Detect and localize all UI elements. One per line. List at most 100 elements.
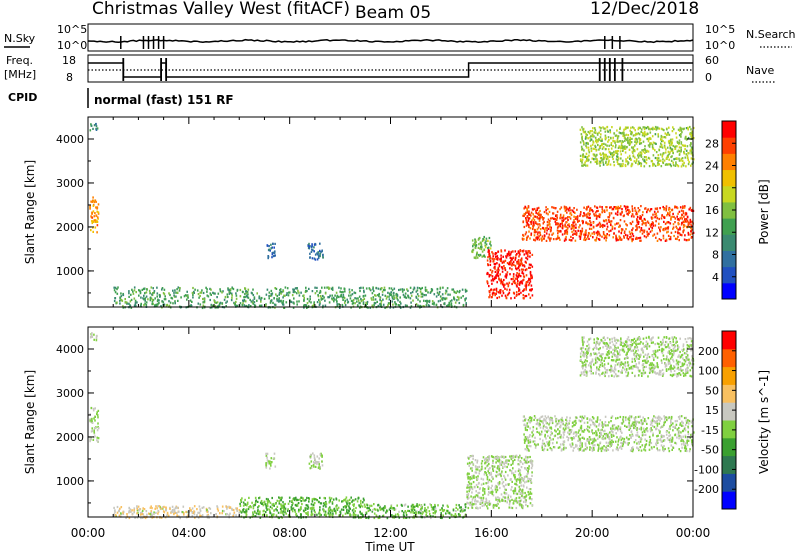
- power-cell: [678, 239, 680, 242]
- power-cell: [416, 293, 419, 296]
- velocity-cell: [466, 496, 468, 499]
- velocity-cell: [348, 502, 351, 505]
- power-cell: [298, 300, 300, 303]
- power-cell: [569, 217, 572, 220]
- power-cell: [529, 296, 532, 299]
- power-cell: [421, 292, 423, 295]
- velocity-cell: [96, 412, 98, 416]
- velocity-cell: [310, 510, 313, 513]
- velocity-cell: [337, 506, 340, 509]
- power-cell: [417, 295, 420, 298]
- power-cell: [679, 233, 682, 236]
- power-cell: [177, 299, 179, 302]
- velocity-cell: [306, 504, 309, 507]
- power-cell: [605, 155, 607, 158]
- power-cell: [601, 206, 603, 209]
- power-cell: [327, 296, 329, 299]
- power-cell: [178, 289, 181, 292]
- velocity-cell: [498, 466, 501, 469]
- velocity-cell: [363, 499, 365, 502]
- power-cell: [550, 217, 552, 220]
- power-cell: [546, 221, 549, 224]
- power-cell: [635, 213, 637, 216]
- power-cell: [276, 294, 279, 298]
- power-cell: [500, 278, 502, 281]
- power-cell: [458, 301, 461, 305]
- power-cell: [657, 161, 659, 165]
- power-cell: [628, 143, 631, 146]
- power-cell: [563, 207, 566, 210]
- power-cell: [632, 238, 634, 241]
- velocity-cell: [198, 511, 201, 514]
- power-cell: [581, 126, 583, 129]
- power-cell: [530, 276, 532, 279]
- power-cell: [141, 288, 144, 291]
- power-cell: [192, 293, 194, 296]
- velocity-cell: [160, 507, 163, 510]
- power-cell: [589, 224, 592, 227]
- power-cell: [629, 232, 632, 235]
- velocity-cell: [519, 469, 522, 472]
- power-cell: [595, 236, 598, 239]
- velocity-cell: [548, 442, 551, 445]
- power-ytick-label: 4000: [56, 133, 84, 146]
- power-cell: [598, 126, 601, 129]
- power-cell: [583, 212, 585, 215]
- power-cell: [245, 290, 247, 293]
- power-cell: [514, 256, 517, 259]
- power-cell: [506, 273, 508, 276]
- velocity-cell: [478, 472, 480, 475]
- power-ytick-label: 2000: [56, 221, 84, 234]
- power-cell: [578, 226, 580, 229]
- velocity-cell: [324, 501, 326, 505]
- power-cell: [600, 153, 602, 156]
- power-cell: [639, 138, 642, 141]
- power-cell: [521, 270, 524, 274]
- power-cell: [278, 298, 280, 301]
- power-cell: [564, 231, 567, 234]
- power-cell: [685, 212, 688, 215]
- power-cell: [509, 253, 512, 256]
- power-cell: [183, 295, 186, 298]
- power-cell: [132, 292, 135, 295]
- power-cell: [494, 267, 496, 270]
- velocity-cell: [480, 496, 482, 499]
- power-cell: [603, 142, 605, 145]
- power-cell: [524, 213, 526, 216]
- power-cell: [492, 252, 494, 255]
- velocity-cell: [244, 498, 246, 501]
- power-cell: [638, 217, 641, 220]
- power-cell: [556, 214, 558, 217]
- power-cell: [614, 212, 617, 215]
- power-cell: [538, 238, 541, 241]
- velocity-cell: [261, 502, 263, 505]
- power-cell: [686, 154, 689, 157]
- power-cell: [540, 216, 542, 219]
- power-cell: [279, 288, 282, 291]
- power-cell: [542, 218, 544, 221]
- velocity-cell: [245, 513, 248, 516]
- velocity-cell: [289, 500, 291, 503]
- power-cell: [227, 287, 229, 290]
- velocity-cell: [403, 504, 406, 507]
- power-cell: [617, 157, 620, 160]
- velocity-cell: [562, 420, 564, 423]
- power-cell: [679, 228, 681, 231]
- velocity-cell: [484, 462, 486, 465]
- power-cell: [356, 300, 358, 303]
- power-cell: [595, 224, 598, 227]
- power-cell: [201, 306, 204, 310]
- power-cell: [537, 206, 540, 209]
- power-cell: [158, 299, 160, 302]
- power-cell: [335, 291, 338, 294]
- power-cell: [341, 303, 344, 307]
- velocity-cell: [292, 502, 294, 505]
- power-cell: [666, 163, 669, 166]
- velocity-cell: [264, 511, 267, 514]
- power-cell: [592, 221, 595, 224]
- power-cell: [273, 303, 276, 306]
- power-cell: [426, 300, 429, 303]
- power-cell: [525, 268, 528, 271]
- power-cell: [607, 161, 610, 164]
- velocity-cell: [271, 496, 273, 500]
